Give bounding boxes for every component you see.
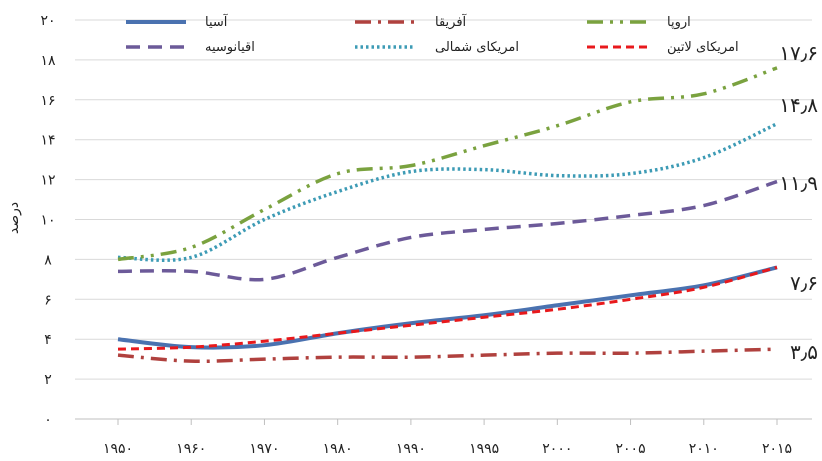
- y-tick-label: ۴: [44, 332, 52, 348]
- x-tick-label: ۱۹۵۰: [103, 441, 133, 457]
- x-tick-label: ۱۹۶۰: [176, 441, 206, 457]
- legend-label-5: امریکای لاتین: [667, 40, 739, 55]
- y-tick-label: ۶: [44, 292, 52, 308]
- x-tick-label: ۱۹۷۰: [249, 441, 279, 457]
- x-tick-label: ۲۰۰۰: [542, 441, 572, 457]
- series-line-0: [117, 265, 778, 350]
- x-tick-label: ۱۹۹۵: [469, 441, 499, 457]
- x-tick-label: ۲۰۰۵: [616, 441, 646, 457]
- y-tick-label: ۱۰: [40, 213, 55, 229]
- series-line-4: [117, 122, 778, 262]
- y-tick-label: ۲: [44, 372, 52, 388]
- y-tick-label: ۱۴: [40, 133, 55, 149]
- y-tick-label: ۱۲: [40, 173, 55, 189]
- series-line-5: [117, 265, 778, 351]
- y-tick-label: ۲۰: [40, 13, 55, 29]
- legend-label-4: امریکای شمالی: [435, 40, 519, 55]
- series-line-3: [117, 179, 778, 282]
- legend-label-0: آسیا: [205, 13, 229, 30]
- series-line-1: [117, 347, 778, 364]
- legend-label-3: اقیانوسیه: [205, 40, 255, 55]
- end-value-label: ۱۱٫۹: [779, 171, 818, 195]
- x-tick-label: ۲۰۱۵: [762, 441, 792, 457]
- y-tick-label: ۱۸: [40, 53, 56, 69]
- legend-label-1: آفریقا: [435, 13, 468, 30]
- y-tick-label: ۱۶: [40, 93, 55, 109]
- end-value-label: ۱۷٫۶: [779, 41, 818, 65]
- y-axis-label: درصد: [6, 202, 22, 234]
- y-tick-label: ۸: [44, 252, 52, 268]
- x-tick-label: ۲۰۱۰: [689, 441, 719, 457]
- x-tick-label: ۱۹۹۰: [396, 441, 426, 457]
- end-value-label: ۳٫۵: [790, 340, 818, 364]
- end-value-label: ۱۴٫۸: [779, 93, 818, 117]
- end-value-label: ۷٫۶: [790, 271, 818, 295]
- x-tick-label: ۱۹۸۰: [323, 441, 353, 457]
- legend-label-2: اروپا: [667, 15, 691, 30]
- y-tick-label: ۰: [44, 412, 52, 428]
